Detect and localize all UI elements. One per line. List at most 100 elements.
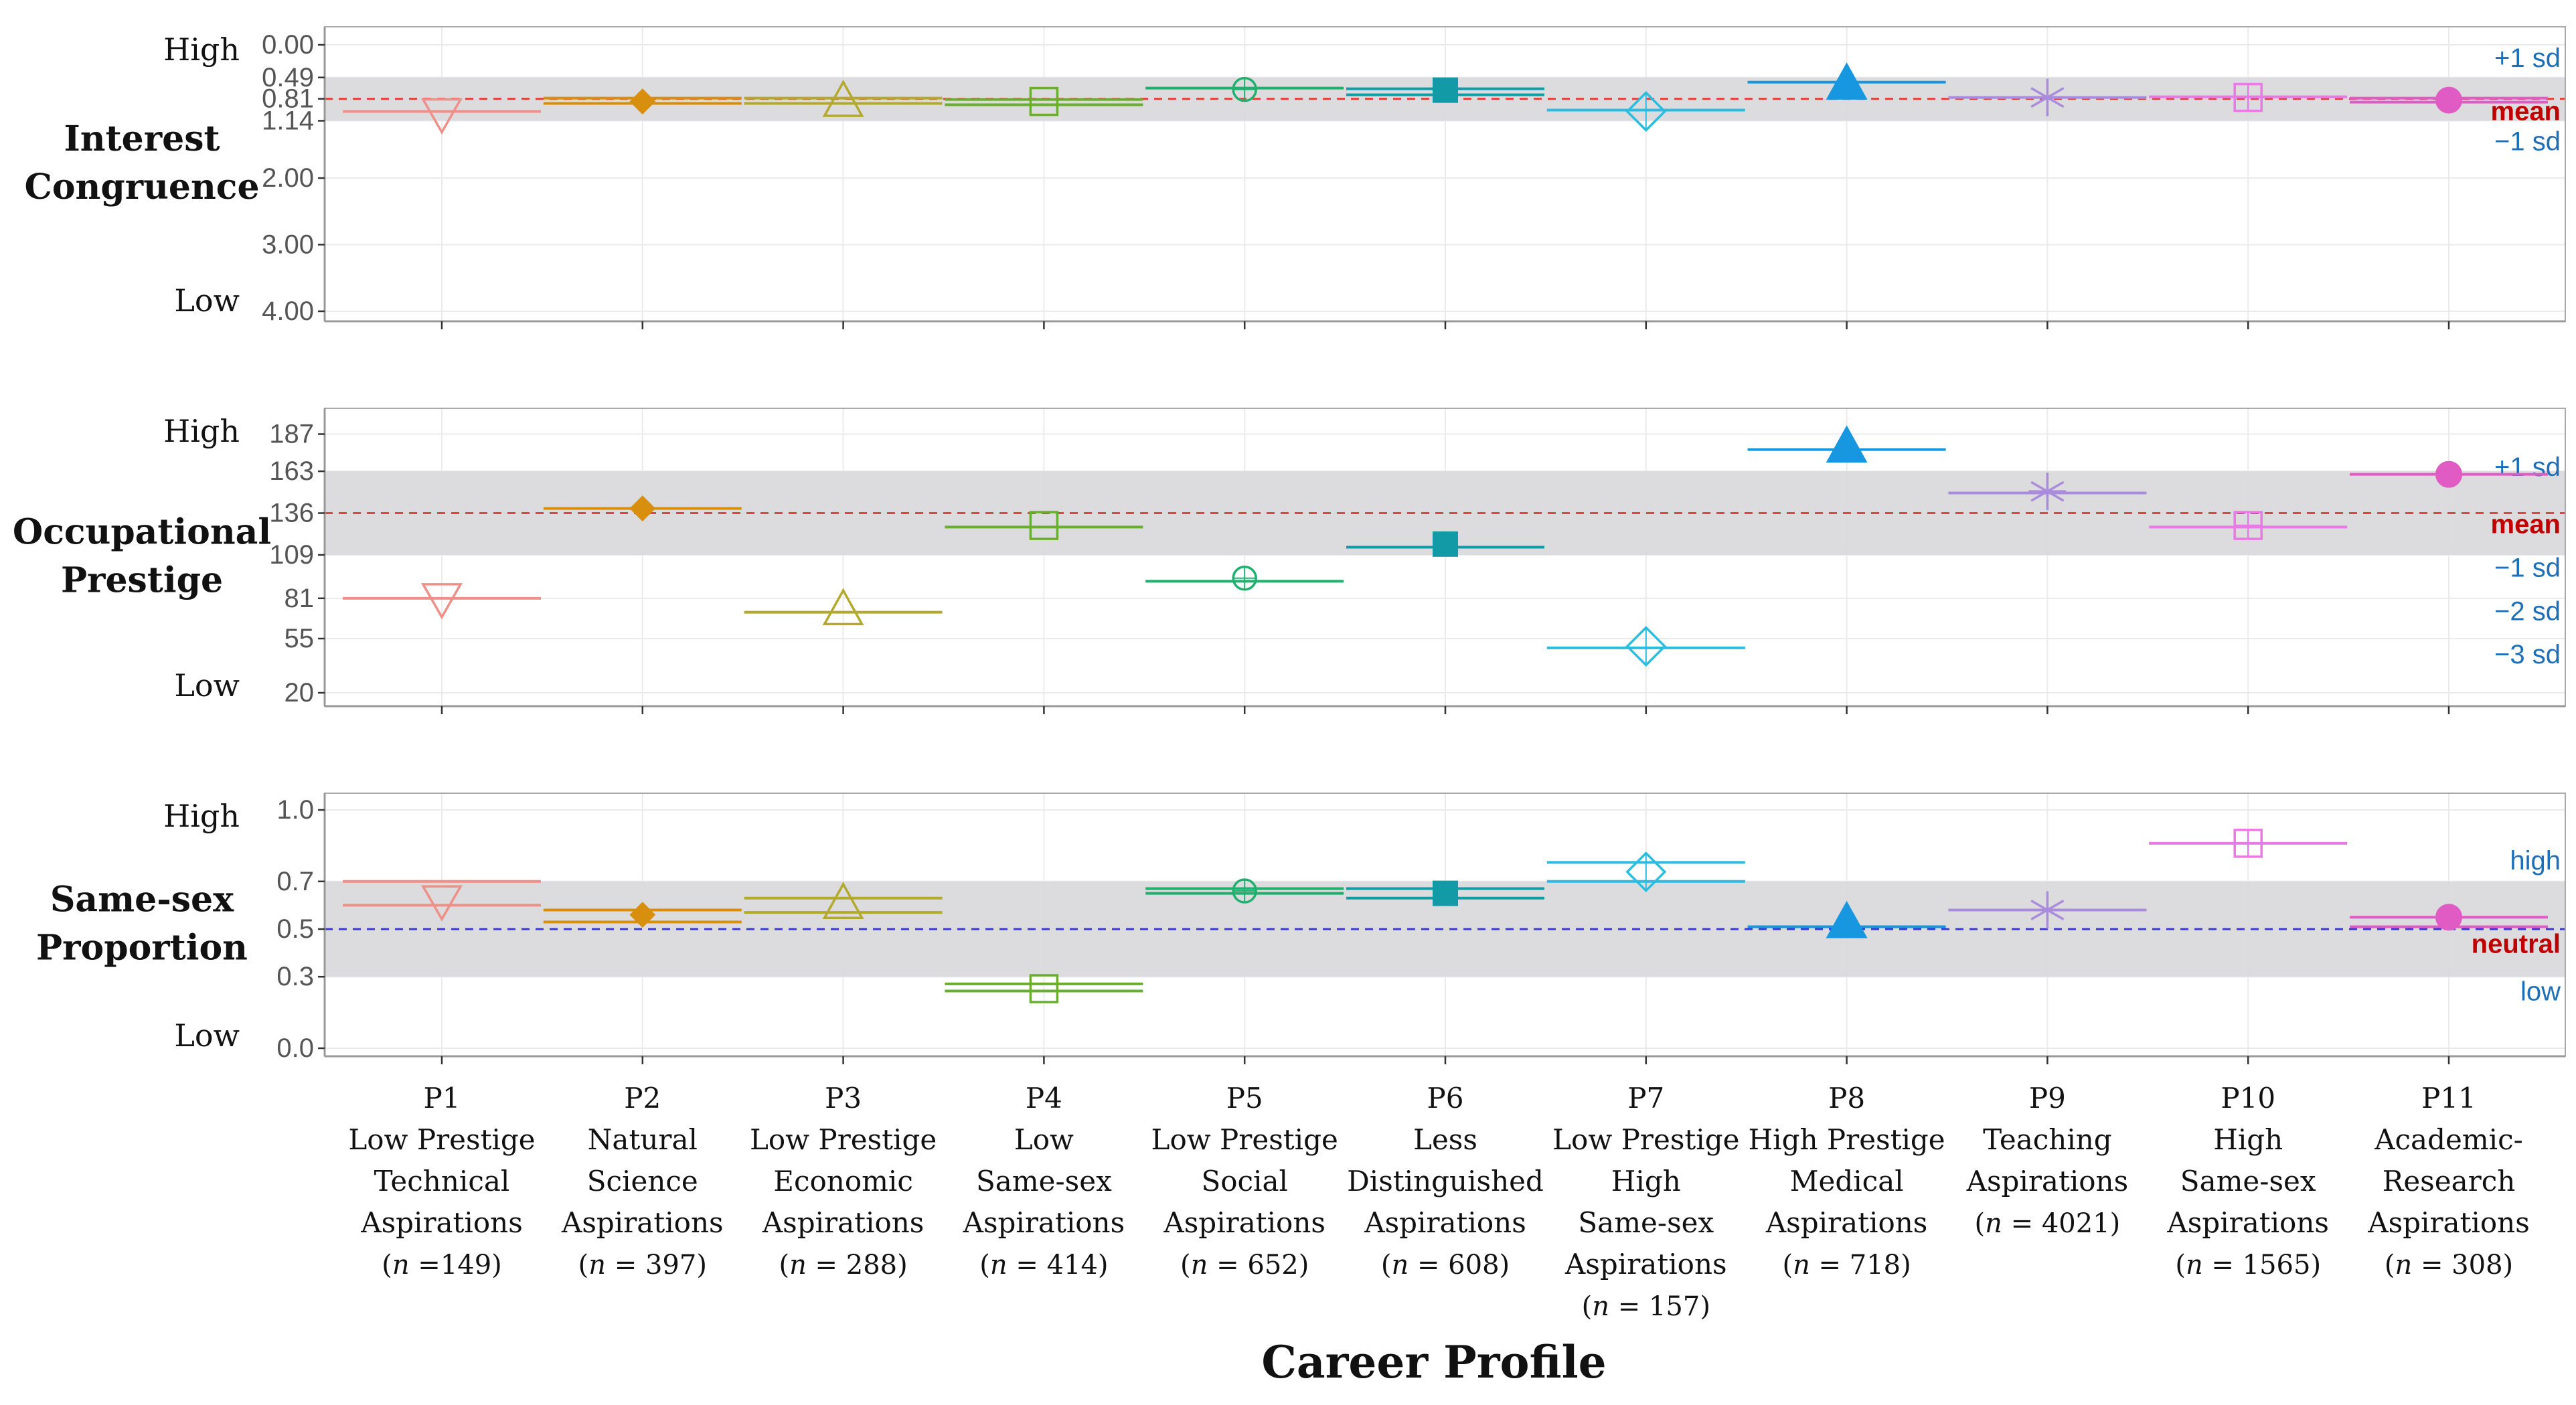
marker-p8 (1826, 900, 1868, 938)
y-tick-label: 0.3 (276, 962, 314, 991)
ref-label: +1 sd (2494, 452, 2561, 482)
low-label: Low (174, 282, 240, 319)
category-sample-size: (n = 608) (1381, 1250, 1510, 1280)
low-label: Low (174, 1017, 240, 1054)
category-sample-size: (n = 1565) (2175, 1250, 2321, 1280)
point-p1 (343, 880, 541, 922)
point-p1 (343, 98, 541, 135)
panel-occupational-prestige: 187 163 136 109 81 55 20 High Low Occupational Pre… (13, 408, 2566, 714)
category-label-line: Low Prestige (348, 1123, 535, 1156)
point-p1 (343, 583, 541, 620)
marker-p3 (822, 588, 864, 626)
panel-title-line: Congruence (24, 167, 259, 208)
category-label-line: Aspirations (1765, 1206, 1928, 1239)
point-p6 (1346, 77, 1544, 103)
y-tick-label: 3.00 (262, 230, 314, 260)
y-tick-label: 163 (269, 457, 314, 486)
x-axis-categories: P1 Low Prestige Technical Aspirations (n =14… (348, 1082, 2529, 1322)
category-sample-size: (n = 397) (578, 1250, 707, 1280)
category-label-line: Aspirations (2367, 1206, 2530, 1239)
category-p9: P9 Teaching Aspirations (n = 4021) (1966, 1082, 2129, 1239)
category-code: P7 (1627, 1082, 1664, 1114)
category-p2: P2 Natural Science Aspirations (n = 397) (561, 1082, 724, 1280)
y-tick-label: 20 (285, 678, 315, 708)
category-label-line: Aspirations (1364, 1206, 1526, 1239)
category-label-line: Research (2383, 1165, 2516, 1197)
marker-p11 (2435, 461, 2462, 488)
category-label-line: Low Prestige (1151, 1123, 1338, 1156)
category-label-line: Same-sex (1578, 1206, 1714, 1239)
ref-label: mean (2491, 510, 2561, 540)
category-code: P9 (2029, 1082, 2066, 1114)
category-p1: P1 Low Prestige Technical Aspirations (n =14… (348, 1082, 535, 1280)
category-label-line: High Prestige (1749, 1123, 1945, 1156)
ref-label: +1 sd (2494, 44, 2561, 73)
marker-p6 (1433, 531, 1458, 557)
marker-p1 (420, 98, 463, 135)
high-label: High (163, 798, 240, 834)
category-sample-size: (n = 288) (779, 1250, 907, 1280)
y-tick-label: 0.0 (276, 1034, 314, 1063)
category-label-line: Natural (588, 1123, 698, 1156)
category-p4: P4 Low Same-sex Aspirations (n = 414) (963, 1082, 1125, 1280)
point-p10 (2149, 82, 2348, 112)
y-tick-label: 109 (269, 540, 314, 570)
category-label-line: Same-sex (976, 1165, 1112, 1197)
marker-p4 (1029, 974, 1059, 1003)
category-label-line: Aspirations (762, 1206, 924, 1239)
point-p9 (1948, 78, 2147, 116)
category-label-line: Economic (773, 1165, 913, 1197)
point-p10 (2149, 829, 2348, 858)
marker-p6 (1433, 880, 1458, 906)
marker-p3 (822, 79, 864, 117)
point-p4 (945, 86, 1143, 116)
y-tick-label: 0.49 (262, 63, 314, 92)
category-label-line: Technical (374, 1165, 510, 1197)
marker-p1 (420, 583, 463, 620)
point-p6 (1346, 531, 1544, 557)
category-label-line: Aspirations (1564, 1248, 1727, 1280)
point-p8 (1747, 900, 1946, 938)
category-label-line: Science (587, 1165, 698, 1197)
point-p4 (945, 974, 1143, 1003)
marker-p3 (822, 882, 864, 919)
category-label-line: Low Prestige (750, 1123, 937, 1156)
marker-p11 (2435, 86, 2462, 114)
category-sample-size: (n = 652) (1180, 1250, 1309, 1280)
point-p8 (1747, 425, 1946, 463)
marker-p11 (2435, 904, 2462, 931)
y-tick-label: 0.00 (262, 30, 314, 60)
category-label-line: Aspirations (1966, 1165, 2129, 1197)
panel-title-line: Proportion (36, 928, 248, 969)
category-p6: P6 Less Distinguished Aspirations (n = 608) (1347, 1082, 1544, 1280)
category-p5: P5 Low Prestige Social Aspirations (n = 652) (1151, 1082, 1338, 1280)
category-label-line: Aspirations (963, 1206, 1125, 1239)
point-p9 (1948, 891, 2147, 929)
low-label: Low (174, 667, 240, 704)
category-code: P6 (1427, 1082, 1464, 1114)
category-label-line: Social (1201, 1165, 1288, 1197)
category-sample-size: (n = 308) (2385, 1250, 2513, 1280)
panel-title-line: Same-sex (50, 880, 234, 920)
y-tick-label: 55 (285, 624, 315, 653)
point-p3 (744, 882, 943, 919)
category-label-line: Aspirations (2166, 1206, 2329, 1239)
point-p9 (1948, 473, 2147, 511)
category-label-line: High (1611, 1165, 1681, 1197)
category-sample-size: (n =149) (382, 1250, 502, 1280)
category-p3: P3 Low Prestige Economic Aspirations (n = 28… (750, 1082, 937, 1280)
category-code: P11 (2421, 1082, 2476, 1114)
category-sample-size: (n = 414) (979, 1250, 1108, 1280)
y-tick-label: 2.00 (262, 163, 314, 193)
marker-p2 (629, 88, 656, 114)
marker-p2 (629, 902, 656, 928)
y-tick-label: 1.14 (262, 106, 314, 135)
panel-same-sex-proportion: 1.0 0.7 0.5 0.3 0.0 High Low Same-sex Proportion… (36, 793, 2566, 1064)
y-tick-label: 1.0 (276, 795, 314, 825)
point-p10 (2149, 511, 2348, 540)
point-p7 (1546, 91, 1745, 132)
y-tick-label: 187 (269, 420, 314, 449)
category-label-line: Less (1413, 1123, 1477, 1156)
category-code: P8 (1828, 1082, 1865, 1114)
